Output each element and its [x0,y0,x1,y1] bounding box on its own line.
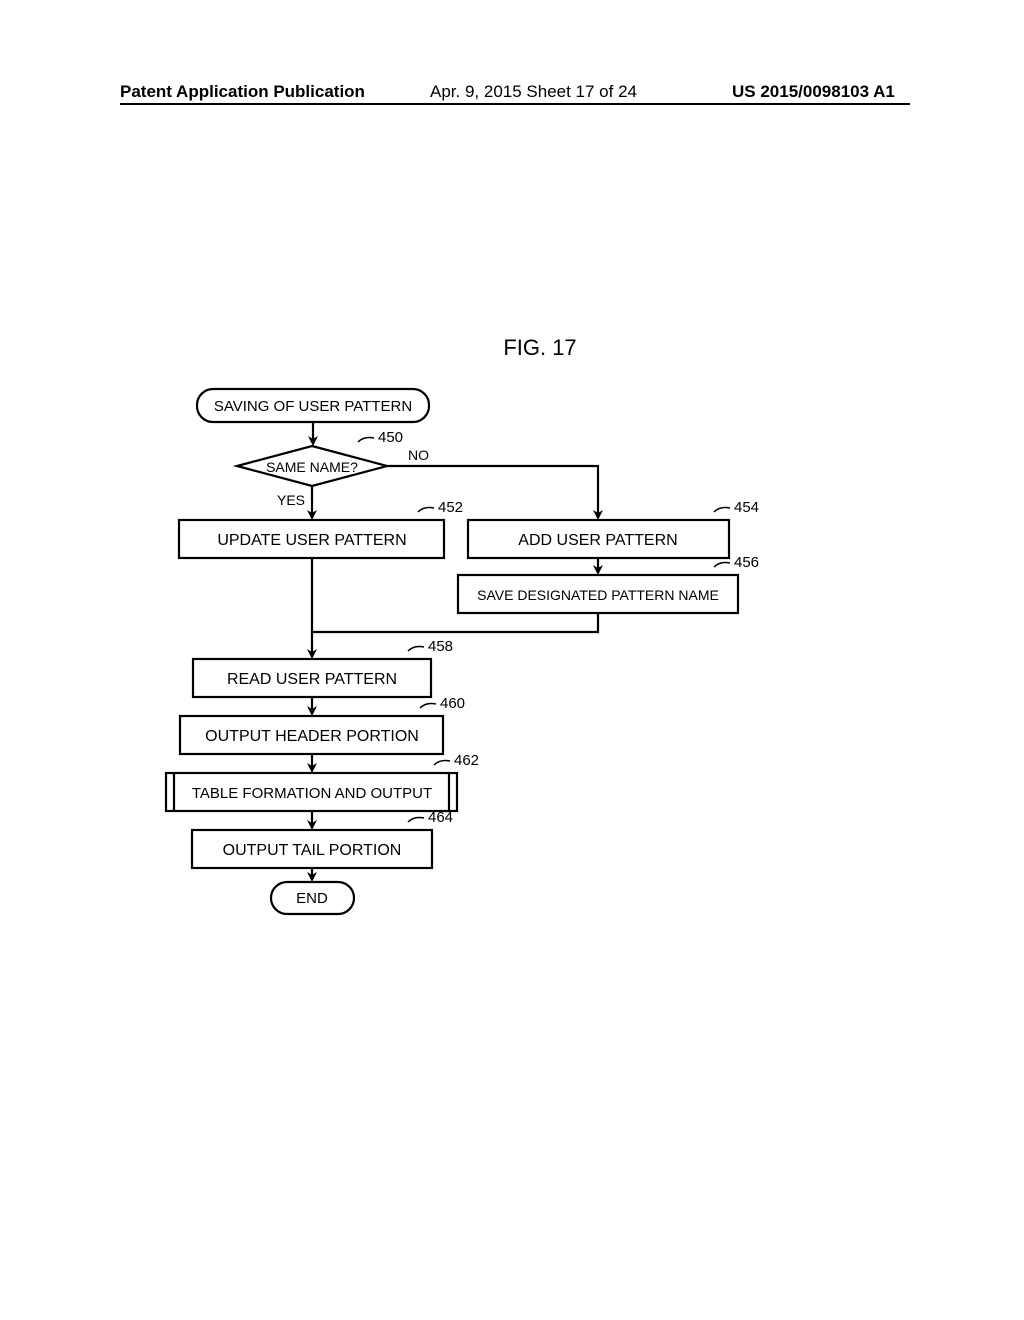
ref-452: 452 [438,499,463,516]
end-label: END [296,890,328,907]
ref-454: 454 [734,499,759,516]
ref-458: 458 [428,638,453,655]
ref-464: 464 [428,809,453,826]
decision-label: SAME NAME? [266,459,358,475]
figure-title: FIG. 17 [503,335,576,360]
header-box-label: OUTPUT HEADER PORTION [205,728,419,745]
read-label: READ USER PATTERN [227,671,397,688]
ref-460: 460 [440,695,465,712]
ref-462: 462 [454,752,479,769]
ref-450: 450 [378,429,403,446]
page: Patent Application Publication Apr. 9, 2… [0,0,1024,1320]
ref-456: 456 [734,554,759,571]
add-label: ADD USER PATTERN [518,532,677,549]
table-label: TABLE FORMATION AND OUTPUT [192,785,432,802]
yes-label: YES [277,492,305,508]
start-label: SAVING OF USER PATTERN [214,398,412,415]
no-label: NO [408,447,429,463]
update-label: UPDATE USER PATTERN [217,532,406,549]
save-label: SAVE DESIGNATED PATTERN NAME [477,587,719,603]
tail-label: OUTPUT TAIL PORTION [223,842,402,859]
flowchart: FIG. 17 SAVING OF USER PATTERN SAME NAME… [0,0,1024,1320]
